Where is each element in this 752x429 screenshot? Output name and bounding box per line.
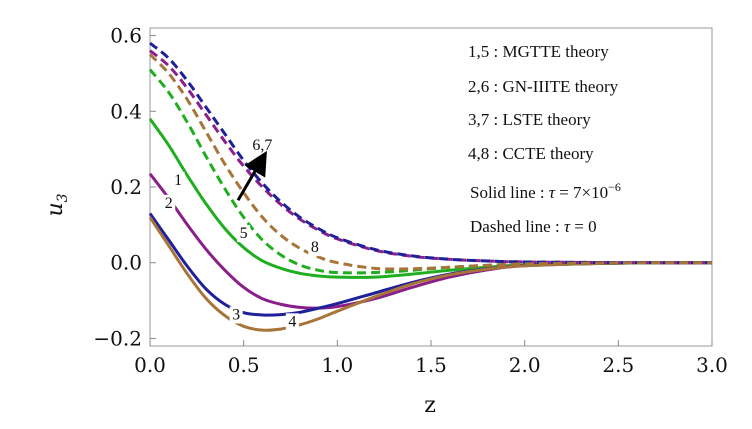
curve-label: 5 xyxy=(240,225,248,242)
x-tick-label: 0.0 xyxy=(134,353,166,377)
curve-label-bg xyxy=(237,225,251,243)
y-tick-label: 0.2 xyxy=(110,175,142,199)
curve-label: 8 xyxy=(311,239,319,256)
series-line-s8 xyxy=(148,53,713,271)
series-line-s1 xyxy=(148,117,713,279)
curve-label: 1 xyxy=(174,172,182,189)
x-tick-label: 2.0 xyxy=(509,353,541,377)
curve-label: 2 xyxy=(165,195,173,212)
curve-label-bg xyxy=(308,239,322,257)
x-tick-label: 1.5 xyxy=(415,353,447,377)
solid-line-note: Solid line : τ = 7×10−6 xyxy=(470,180,621,202)
y-tick-label: 0.0 xyxy=(110,251,142,275)
legend-entry: 4,8 : CCTE theory xyxy=(468,144,594,163)
legend-entry: 1,5 : MGTTE theory xyxy=(468,42,609,61)
x-axis-title: z xyxy=(424,393,436,418)
legend-entry: 2,6 : GN-IIITE theory xyxy=(468,77,619,96)
y-tick-label: −0.2 xyxy=(93,326,142,350)
series-line-s2 xyxy=(148,172,713,310)
curve-label-bg xyxy=(246,136,278,154)
legend: 1,5 : MGTTE theory 2,6 : GN-IIITE theory… xyxy=(468,42,621,236)
plot-frame xyxy=(149,27,713,347)
series-group xyxy=(148,41,713,332)
series-line-s7 xyxy=(149,41,713,265)
curve-labels: 12 3 4 5 8 6,7 xyxy=(162,136,322,331)
curve-label-bg xyxy=(229,306,243,324)
curve-label-bg xyxy=(285,313,299,331)
curve-label-bg xyxy=(171,172,185,190)
curve-label: 6,7 xyxy=(252,137,272,154)
annotation-arrow xyxy=(236,150,267,202)
dashed-line-note: Dashed line : τ = 0 xyxy=(470,217,597,236)
y-tick-label: 0.6 xyxy=(110,24,142,48)
y-axis-title: u3 xyxy=(43,193,71,216)
x-tick-label: 2.5 xyxy=(602,353,634,377)
x-tick-label: 1.0 xyxy=(321,353,353,377)
x-axis: 0.0 0.5 1.0 1.5 2.0 2.5 3.0 xyxy=(134,340,728,377)
y-tick-label: 0.4 xyxy=(110,99,142,123)
curve-label: 4 xyxy=(288,313,296,330)
series-line-s5 xyxy=(148,68,713,275)
legend-entry: 3,7 : LSTE theory xyxy=(468,110,591,129)
curve-label: 3 xyxy=(232,307,240,324)
y-axis: −0.2 0.0 0.2 0.4 0.6 xyxy=(93,24,156,350)
x-tick-label: 3.0 xyxy=(696,353,728,377)
curve-label-bg xyxy=(162,194,176,212)
x-tick-label: 0.5 xyxy=(228,353,260,377)
series-line-s4 xyxy=(148,216,713,332)
series-line-s6 xyxy=(149,49,713,265)
